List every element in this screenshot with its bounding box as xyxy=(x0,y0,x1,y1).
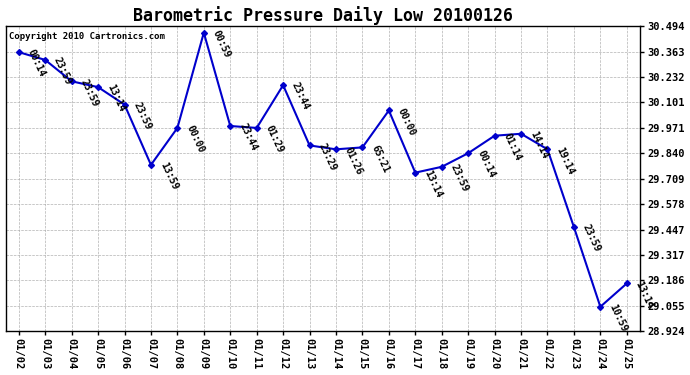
Text: 10:59: 10:59 xyxy=(607,303,629,333)
Text: 01:14: 01:14 xyxy=(502,132,523,162)
Text: 23:59: 23:59 xyxy=(581,223,602,254)
Text: 23:59: 23:59 xyxy=(448,163,470,194)
Title: Barometric Pressure Daily Low 20100126: Barometric Pressure Daily Low 20100126 xyxy=(132,6,513,24)
Text: 13:14: 13:14 xyxy=(633,279,656,310)
Text: 14:14: 14:14 xyxy=(528,130,549,160)
Text: 23:44: 23:44 xyxy=(237,122,259,153)
Text: 00:14: 00:14 xyxy=(26,48,47,79)
Text: 23:29: 23:29 xyxy=(317,141,338,172)
Text: 65:21: 65:21 xyxy=(369,143,391,174)
Text: 01:26: 01:26 xyxy=(343,145,364,176)
Text: 23:59: 23:59 xyxy=(79,77,100,108)
Text: 13:14: 13:14 xyxy=(422,168,444,200)
Text: 19:14: 19:14 xyxy=(555,145,576,176)
Text: 00:59: 00:59 xyxy=(210,28,233,59)
Text: 13:14: 13:14 xyxy=(105,83,126,114)
Text: 23:59: 23:59 xyxy=(52,56,74,87)
Text: 13:59: 13:59 xyxy=(158,161,179,192)
Text: 01:29: 01:29 xyxy=(264,124,285,154)
Text: 23:44: 23:44 xyxy=(290,81,312,112)
Text: Copyright 2010 Cartronics.com: Copyright 2010 Cartronics.com xyxy=(9,32,165,41)
Text: 23:59: 23:59 xyxy=(132,100,153,131)
Text: 00:00: 00:00 xyxy=(396,106,417,137)
Text: 00:00: 00:00 xyxy=(184,124,206,154)
Text: 00:14: 00:14 xyxy=(475,149,497,180)
